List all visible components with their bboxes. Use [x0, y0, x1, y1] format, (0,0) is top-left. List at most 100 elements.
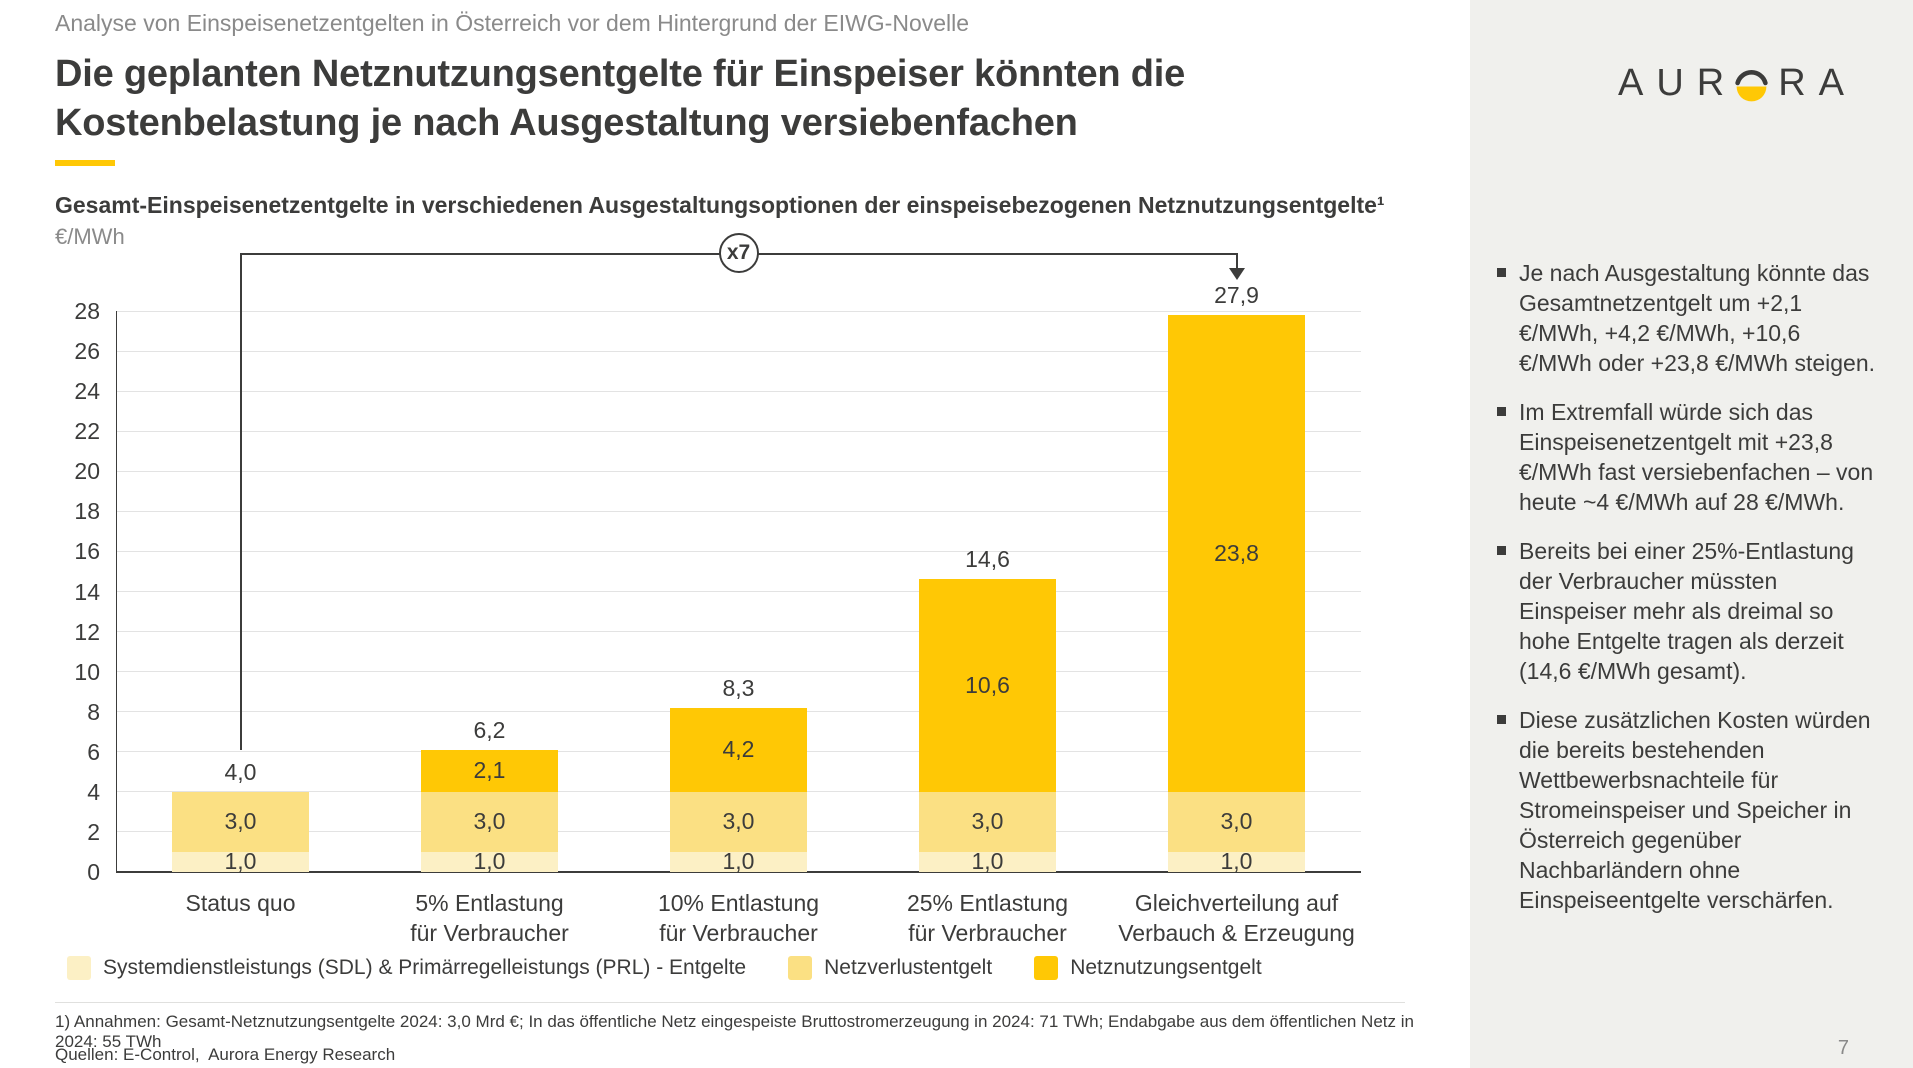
bar-total-label: 4,0	[224, 758, 257, 785]
bar-segment: 3,0	[172, 791, 309, 852]
bar-segment: 23,8	[1168, 315, 1305, 792]
chart-unit-label: €/MWh	[55, 224, 125, 249]
chart-plot-area: 0 2 4 6 8 10 12 14 16 18 20 22 24 26 28 1,0 3,0 4,0 Status…	[55, 233, 1405, 965]
bullet-marker-icon	[1497, 407, 1506, 416]
bar-segment: 4,2	[670, 707, 807, 792]
y-axis-tick-label: 12	[74, 618, 100, 645]
y-axis-tick-label: 14	[74, 578, 100, 605]
segment-value-label: 3,0	[1220, 808, 1253, 835]
sources: Quellen: E-Control, Aurora Energy Resear…	[55, 1045, 396, 1064]
sidebar-bullet: Bereits bei einer 25%-Entlastung der Ver…	[1496, 536, 1876, 686]
x-axis-category-label: Gleichverteilung auf Verbauch & Erzeugun…	[1118, 890, 1355, 946]
segment-value-label: 2,1	[473, 757, 506, 784]
segment-value-label: 23,8	[1214, 539, 1259, 566]
y-axis-tick-label: 28	[74, 298, 100, 324]
bar-chart: 0 2 4 6 8 10 12 14 16 18 20 22 24 26 28 1,0 3,0 4,0 Status…	[55, 233, 1405, 965]
gridline	[116, 510, 1361, 512]
segment-value-label: 3,0	[722, 808, 755, 835]
bar-total-label: 6,2	[473, 716, 506, 743]
y-axis-tick-label: 22	[74, 418, 100, 445]
bar-segment: 3,0	[421, 791, 558, 852]
x-axis-category-label: 10% Entlastung für Verbraucher	[657, 890, 820, 946]
y-axis-line	[116, 311, 117, 872]
segment-value-label: 3,0	[971, 808, 1004, 835]
legend-label: Netznutzungsentgelt	[1070, 956, 1262, 979]
multiplier-badge: x7	[718, 233, 759, 273]
sidebar-bullet: Im Extremfall würde sich das Einspeisene…	[1496, 397, 1876, 517]
sidebar-bullet-text: Im Extremfall würde sich das Einspeisene…	[1519, 399, 1874, 515]
bar-segment: 10,6	[919, 579, 1056, 792]
sidebar-bullet-text: Diese zusätzlichen Kosten würden die ber…	[1519, 707, 1871, 913]
bar-total-label: 14,6	[965, 546, 1010, 573]
sidebar-bullet: Diese zusätzlichen Kosten würden die ber…	[1496, 705, 1876, 915]
sidebar: AUR RA Je nach Ausgestaltung könnte das …	[1470, 0, 1913, 1068]
legend-item: Systemdienstleistungs (SDL) & Primärrege…	[67, 956, 746, 980]
legend-label: Systemdienstleistungs (SDL) & Primärrege…	[103, 956, 747, 979]
y-axis-tick-label: 24	[74, 378, 100, 405]
sidebar-bullet: Je nach Ausgestaltung könnte das Gesamtn…	[1496, 258, 1876, 378]
bar-segment: 1,0	[670, 848, 807, 874]
bullet-marker-icon	[1497, 715, 1506, 724]
legend-item: Netznutzungsentgelt	[1034, 956, 1262, 980]
footnote: 1) Annahmen: Gesamt-Netznutzungsentgelte…	[55, 1012, 1414, 1051]
y-axis-tick-label: 10	[74, 658, 100, 685]
segment-value-label: 3,0	[473, 808, 506, 835]
title-accent-bar	[55, 160, 115, 166]
gridline	[116, 430, 1361, 432]
segment-value-label: 1,0	[473, 848, 506, 875]
bar-total-label: 27,9	[1214, 282, 1259, 308]
segment-value-label: 10,6	[965, 672, 1010, 699]
gridline	[116, 350, 1361, 352]
logo-text-left: AUR	[1617, 62, 1738, 104]
y-axis-tick-label: 6	[87, 738, 100, 765]
multiplier-arrow-icon	[1228, 268, 1245, 280]
segment-value-label: 1,0	[971, 848, 1004, 875]
segment-value-label: 1,0	[722, 848, 755, 875]
sidebar-bullet-text: Je nach Ausgestaltung könnte das Gesamtn…	[1519, 260, 1876, 376]
bar-segment: 3,0	[919, 791, 1056, 852]
logo-text-right: RA	[1778, 62, 1857, 104]
gridline	[116, 591, 1361, 592]
bar-segment: 1,0	[421, 848, 558, 874]
multiplier-bracket-line	[1235, 253, 1238, 269]
page-number: 7	[1837, 1037, 1849, 1059]
gridline	[116, 671, 1361, 673]
gridline	[116, 631, 1361, 633]
y-axis-tick-label: 16	[74, 538, 100, 565]
segment-value-label: 3,0	[224, 808, 257, 835]
y-axis-tick-label: 8	[87, 698, 100, 725]
x-axis-category-label: 25% Entlastung für Verbraucher	[906, 890, 1069, 946]
bar-segment: 2,1	[421, 749, 558, 792]
x-axis-category-label: Status quo	[185, 890, 296, 916]
sun-icon	[1735, 70, 1768, 102]
y-axis-tick-label: 26	[74, 338, 100, 365]
x-axis-category-label: 5% Entlastung für Verbraucher	[410, 890, 569, 946]
bullet-marker-icon	[1497, 546, 1506, 555]
sidebar-bullet-text: Bereits bei einer 25%-Entlastung der Ver…	[1519, 538, 1854, 684]
y-axis-tick-label: 4	[87, 778, 100, 805]
gridline	[116, 310, 1361, 312]
chart-title: Gesamt-Einspeisenetzentgelte in verschie…	[55, 192, 1385, 218]
legend-item: Netzverlustentgelt	[788, 956, 992, 980]
aurora-logo: AUR RA	[1618, 62, 1857, 105]
bullet-marker-icon	[1497, 268, 1506, 277]
gridline	[116, 871, 1361, 873]
sidebar-bullet-list: Je nach Ausgestaltung könnte das Gesamtn…	[1496, 258, 1876, 915]
bar-segment: 3,0	[670, 791, 807, 852]
chart-legend: Systemdienstleistungs (SDL) & Primärrege…	[67, 956, 1262, 980]
legend-swatch-icon	[67, 956, 91, 980]
footnote-divider	[55, 1002, 1405, 1003]
segment-value-label: 1,0	[1220, 848, 1253, 875]
y-axis-tick-label: 18	[74, 498, 100, 525]
bar-segment: 1,0	[1168, 848, 1305, 874]
segment-value-label: 1,0	[224, 848, 257, 875]
legend-label: Netzverlustentgelt	[824, 956, 993, 979]
legend-swatch-icon	[1034, 956, 1059, 980]
multiplier-bracket-line	[239, 253, 242, 750]
y-axis-tick-label: 2	[87, 818, 100, 845]
y-axis-tick-label: 0	[87, 859, 100, 885]
bar-segment: 1,0	[172, 848, 309, 874]
legend-swatch-icon	[788, 956, 813, 980]
page-title: Die geplanten Netznutzungsentgelte für E…	[55, 53, 1186, 144]
y-axis-tick-label: 20	[74, 458, 100, 485]
